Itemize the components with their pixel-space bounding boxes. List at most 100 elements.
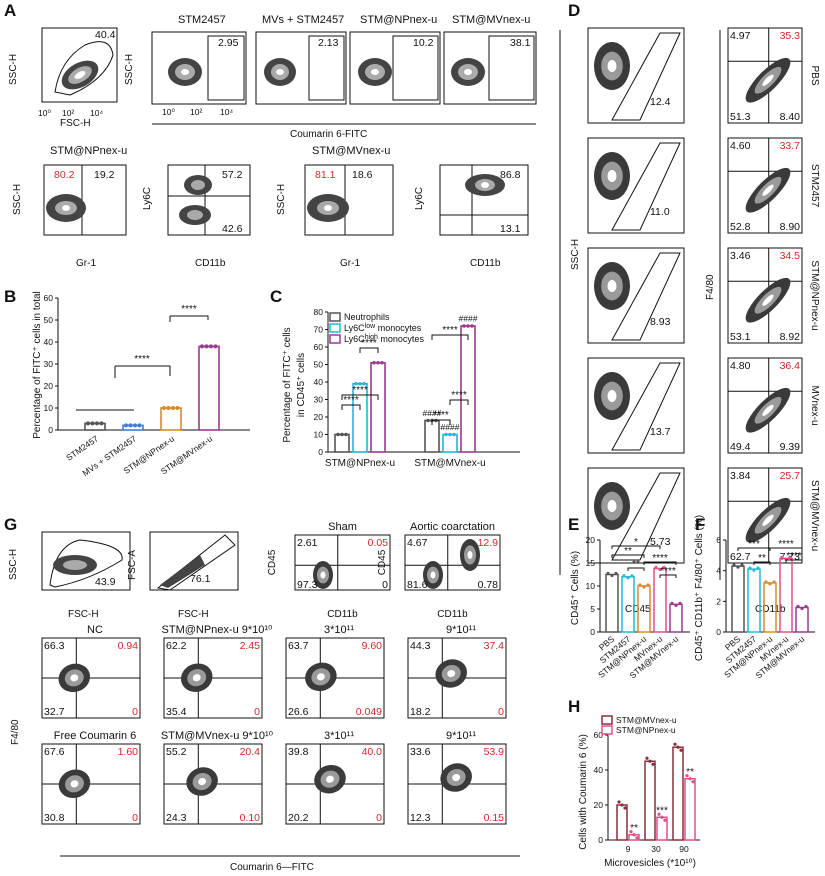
contour (198, 777, 207, 786)
data-point (622, 574, 626, 578)
y-tick-label: 4 (716, 566, 721, 576)
panel-label-c: C (270, 287, 282, 306)
quadrant-value: 0 (376, 812, 382, 824)
bar (334, 433, 350, 453)
y-tick-label: 0 (598, 835, 603, 845)
sig-label: **** (343, 395, 359, 406)
data-point (99, 421, 104, 426)
contour (607, 500, 617, 512)
plot-frame (727, 357, 803, 454)
x-axis-label: CD11b (195, 258, 226, 269)
data-point (336, 432, 340, 437)
quadrant-value: 37.4 (484, 640, 505, 652)
quadrant-value: 3.46 (730, 250, 751, 262)
x-tick-label: 90 (679, 844, 689, 854)
data-point (617, 800, 621, 804)
y-tick-label: 10 (314, 430, 324, 440)
y-tick-label: 70 (314, 325, 324, 335)
x-axis-label: Gr-1 (76, 258, 96, 269)
contour (762, 184, 774, 196)
quadrant-value: 49.4 (730, 441, 751, 453)
panel-title: NC (87, 624, 103, 636)
data-point (200, 344, 204, 349)
quadrant-value: 24.3 (166, 812, 187, 824)
data-point (340, 432, 344, 437)
sig-bracket (114, 365, 171, 378)
data-point (444, 432, 448, 437)
quadrant-value: 25.7 (780, 470, 801, 482)
quadrant-value: 63.7 (288, 640, 309, 652)
row-label: PBS (809, 65, 820, 85)
g-fitc-grid: NC 66.3 0.94 32.7 0 STM@NPnex-u 9*10¹⁰ 62.2 2.4… (41, 624, 507, 825)
y-axis-label: F4/80 (705, 274, 716, 300)
y-tick-label: 0 (318, 447, 323, 457)
data-point (764, 580, 768, 584)
legend-text: high (365, 334, 378, 341)
quadrant-value: 3.84 (730, 470, 751, 482)
bar (424, 419, 440, 453)
legend-text: Ly6C (344, 323, 365, 333)
quadrant-value: 81.1 (315, 169, 336, 181)
gate-value: 40.4 (95, 29, 116, 41)
data-point (86, 421, 90, 426)
gate-outline (611, 362, 681, 451)
data-point (663, 818, 667, 822)
y-axis-label: CD45⁺ Cells (%) (570, 551, 581, 625)
quadrant-value: 20.2 (288, 812, 309, 824)
legend-text: monocytes (378, 334, 425, 344)
quadrant-value: 0.78 (478, 579, 499, 591)
quadrant-value: 40.0 (362, 746, 383, 758)
y-tick-label: 50 (44, 315, 54, 325)
data-point (606, 571, 610, 576)
x-axis-label: Gr-1 (340, 258, 360, 269)
panel-title: STM@MVnex-u (452, 14, 530, 26)
y-axis-label: SSC-H (12, 184, 23, 215)
x-tick-label: STM2457 (64, 433, 100, 462)
sig-label: **** (786, 551, 802, 562)
sig-label: **** (442, 325, 458, 336)
quadrant-value: 19.2 (94, 169, 115, 181)
x-axis-label: FSC-H (68, 609, 99, 620)
quadrant-value: 2.61 (297, 537, 318, 549)
y-tick-label: 60 (594, 730, 604, 740)
gate-outline (611, 142, 681, 231)
data-point (736, 565, 740, 569)
y-tick-label: 60 (314, 342, 324, 352)
sig-label: **** (181, 304, 197, 315)
y-tick-label: 2 (716, 596, 721, 606)
quadrant-value: 44.3 (410, 640, 431, 652)
data-point (623, 806, 627, 810)
sig-label: **** (352, 385, 368, 396)
y-tick-label: 15 (586, 558, 596, 568)
contour (762, 74, 774, 86)
data-point (128, 423, 133, 428)
sig-label: **** (778, 539, 794, 550)
data-point (645, 756, 649, 760)
y-tick-label: 80 (314, 307, 324, 317)
plot-frame (404, 534, 501, 591)
bar (795, 606, 809, 633)
sig-bracket (627, 567, 645, 571)
gate-value: 76.1 (190, 573, 211, 585)
x-axis-label: FSC-H (178, 609, 209, 620)
data-point (372, 360, 376, 365)
data-point (630, 574, 634, 578)
y-tick-label: 10 (44, 403, 54, 413)
quadrant-value: 53.9 (484, 746, 505, 758)
sig-label: **** (361, 338, 377, 349)
panel-label-h: H (568, 697, 580, 716)
bar (370, 361, 386, 453)
sig-bracket (785, 559, 803, 563)
y-axis-label: SSC-H (124, 54, 135, 85)
tick-label: 10² (62, 108, 74, 118)
row-label: STM@MVnex-u (809, 480, 820, 551)
contour (70, 674, 79, 682)
sig-bracket (659, 574, 677, 578)
data-point (426, 418, 430, 423)
x-axis-label: Coumarin 6—FITC (230, 862, 314, 873)
sig-label: **** (451, 390, 467, 401)
bar (731, 565, 745, 633)
data-point (344, 432, 348, 437)
panel-a: 40.4 FSC-H SSC-H 10⁰ 10² 10⁴ STM2457 MVs… (8, 14, 537, 269)
data-point (209, 344, 213, 349)
